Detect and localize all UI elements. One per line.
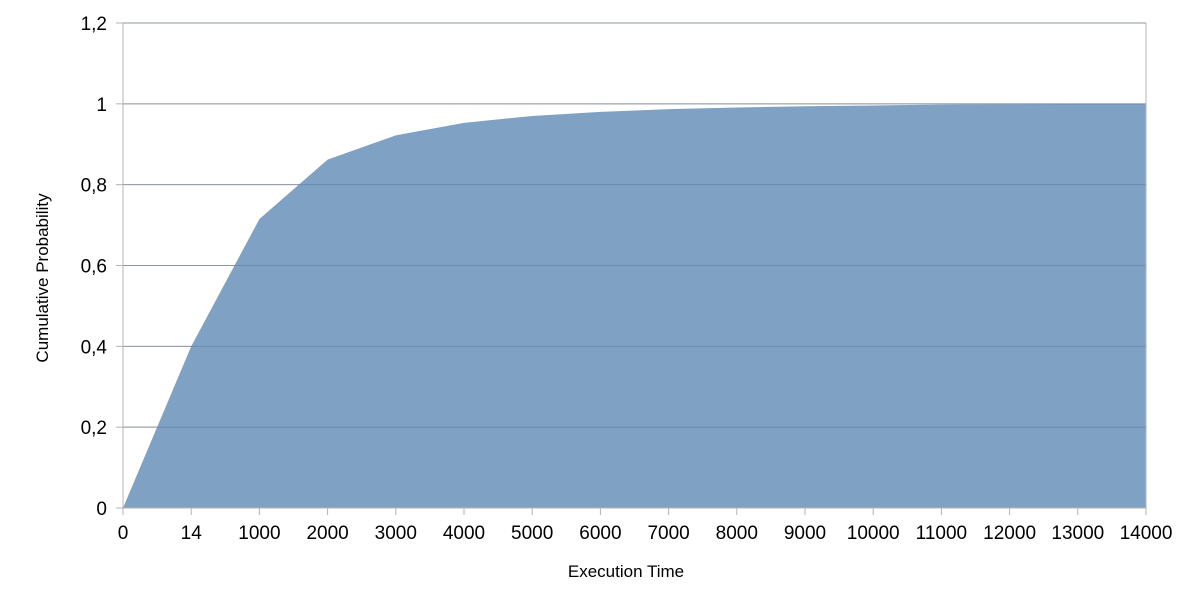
x-tick-label: 12000 — [983, 523, 1036, 544]
y-tick-label: 0,8 — [81, 176, 107, 197]
x-tick-label: 1000 — [238, 523, 280, 544]
x-tick-label: 0 — [118, 523, 129, 544]
y-tick-label: 0,2 — [81, 418, 107, 439]
x-tick-label: 4000 — [443, 523, 485, 544]
x-tick-label: 3000 — [375, 523, 417, 544]
x-tick-label: 10000 — [847, 523, 900, 544]
x-tick-label: 5000 — [511, 523, 553, 544]
x-tick-label: 11000 — [916, 523, 967, 544]
axis-layer — [116, 22, 1147, 515]
x-tick-label: 8000 — [716, 523, 758, 544]
y-tick-label: 0,6 — [81, 257, 107, 278]
x-axis-title: Execution Time — [568, 562, 684, 581]
series-area — [123, 103, 1146, 508]
x-tick-label: 14000 — [1120, 523, 1173, 544]
y-tick-label: 0,4 — [81, 337, 108, 358]
x-tick-label: 2000 — [306, 523, 348, 544]
y-tick-label: 1 — [96, 95, 107, 116]
y-tick-label: 1,2 — [81, 14, 107, 35]
y-tick-label: 0 — [96, 499, 107, 520]
x-tick-label: 9000 — [784, 523, 826, 544]
x-tick-label: 7000 — [647, 523, 689, 544]
label-layer: 0 0,2 0,4 0,6 0,8 1 1,2 0 14 1000 2000 3000 4000 5000… — [81, 14, 1173, 544]
x-tick-label: 13000 — [1051, 523, 1104, 544]
area-layer — [122, 22, 1147, 509]
x-tick-label: 6000 — [579, 523, 621, 544]
x-tick-label: 14 — [181, 523, 203, 544]
y-axis-title: Cumulative Probability — [33, 193, 52, 363]
